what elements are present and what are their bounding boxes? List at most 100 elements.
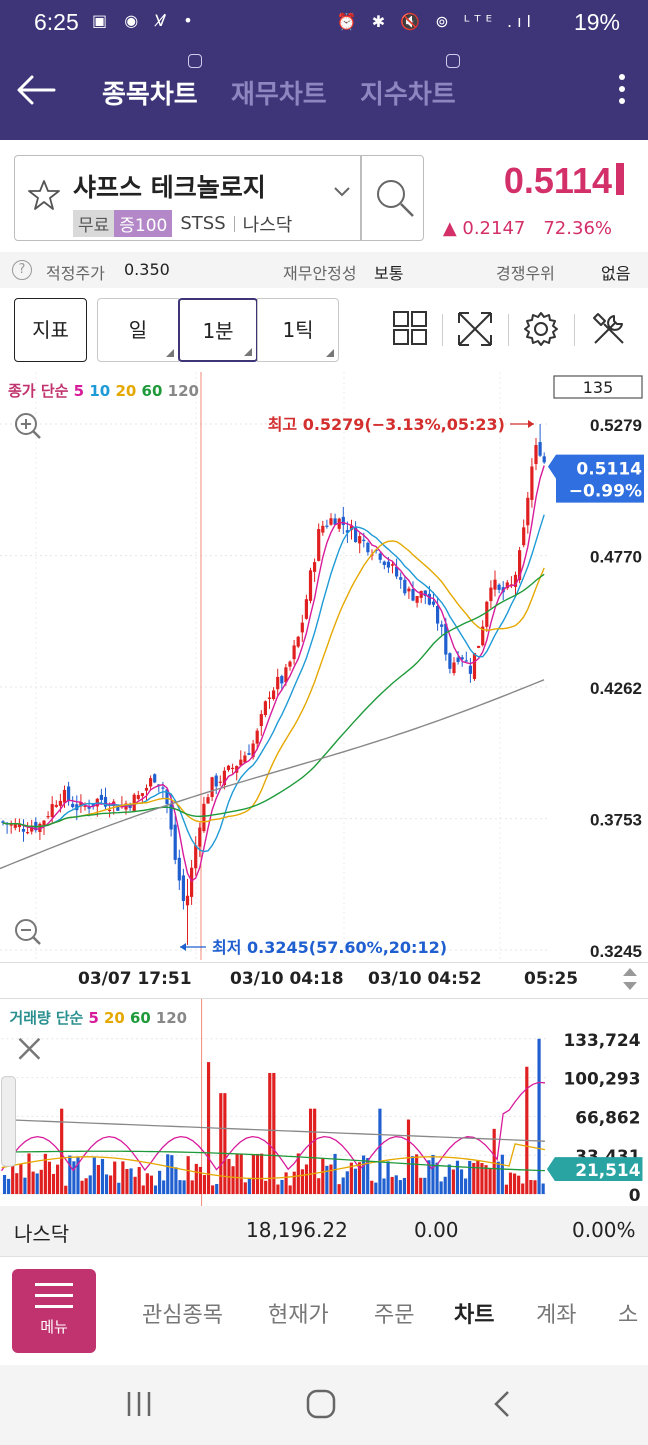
scroll-updown-icon[interactable] <box>620 965 640 993</box>
settings-gear-icon[interactable] <box>522 310 560 348</box>
volume-bar <box>435 1162 439 1195</box>
candle <box>472 652 477 681</box>
nav-account[interactable]: 계좌 <box>536 1303 577 1328</box>
volume-bar <box>268 1072 272 1195</box>
volume-bar <box>260 1153 264 1195</box>
nav-quote[interactable]: 현재가 <box>268 1303 329 1328</box>
panel-drag-handle[interactable] <box>1 1076 16 1167</box>
volume-bar <box>398 1180 402 1195</box>
tab-stock-chart[interactable]: 종목차트 <box>102 54 202 111</box>
volume-bar <box>55 1164 60 1195</box>
candle <box>308 567 313 604</box>
current-volume-tag <box>546 1157 643 1182</box>
candle <box>534 437 538 471</box>
tab-label: 재무차트 <box>231 79 327 109</box>
bottom-navigation: 메뉴 관심종목 현재가 주문 차트 계좌 소 <box>0 1256 648 1364</box>
volume-bar <box>64 1185 68 1195</box>
tab-index-chart[interactable]: 지수차트 <box>360 54 460 111</box>
tools-icon[interactable] <box>590 310 628 348</box>
more-options-icon[interactable] <box>612 70 632 110</box>
volume-bar <box>121 1161 125 1195</box>
volume-bar <box>386 1161 390 1195</box>
candle <box>477 645 481 649</box>
candle <box>34 817 38 833</box>
tab-label: 지수차트 <box>360 79 456 109</box>
volume-bar <box>349 1162 353 1195</box>
status-bar: 6:25 ▣ ◉ V̸ • ⏰ ✱ 🔇 ⊚ ᴸᵀᴱ .ıl 19% <box>0 0 648 46</box>
candle <box>530 458 534 508</box>
period-minute-button[interactable]: 1분 <box>178 298 258 362</box>
help-icon[interactable]: ? <box>12 260 32 280</box>
candle <box>267 691 272 709</box>
recent-apps-icon[interactable] <box>124 1389 154 1419</box>
volume-bar <box>276 1184 280 1195</box>
tab-financial-chart[interactable]: 재무차트 <box>231 74 327 111</box>
volume-bar <box>153 1185 158 1195</box>
indicator-button[interactable]: 지표 <box>14 298 87 362</box>
candle <box>54 800 58 808</box>
volume-bar <box>447 1164 451 1195</box>
volume-bar <box>76 1156 80 1195</box>
candle <box>317 523 321 562</box>
star-icon[interactable] <box>27 178 61 212</box>
volume-bar <box>211 1185 215 1195</box>
status-time: 6:25 <box>34 9 79 35</box>
fair-price-value: 0.350 <box>124 260 170 279</box>
volume-bar <box>313 1108 317 1195</box>
volume-bar <box>178 1180 182 1195</box>
volume-bar <box>235 1154 239 1195</box>
volume-bar <box>186 1156 190 1195</box>
candle <box>395 558 399 580</box>
volume-bar <box>423 1177 427 1195</box>
change-percent: 72.36% <box>543 218 612 239</box>
volume-bar <box>243 1182 247 1195</box>
low-annotation: 최저 0.3245(57.60%,20:12) <box>212 938 447 957</box>
volume-bar <box>223 1093 227 1195</box>
candle <box>296 635 300 649</box>
candle <box>218 775 222 787</box>
home-icon[interactable] <box>304 1387 338 1421</box>
candle <box>185 878 190 945</box>
zoom-in-icon[interactable] <box>15 413 41 439</box>
layout-grid-icon[interactable] <box>392 310 428 346</box>
nav-chart[interactable]: 차트 <box>454 1303 495 1328</box>
price-indicator-bar <box>616 163 624 195</box>
candle <box>292 639 296 665</box>
candle <box>407 586 411 599</box>
stock-selector[interactable]: 샤프스 테크놀로지 무료 증100 STSS 나스닥 <box>14 155 424 241</box>
back-nav-icon[interactable] <box>490 1389 514 1419</box>
nav-order[interactable]: 주문 <box>374 1303 415 1328</box>
volume-bar <box>88 1175 92 1195</box>
close-icon[interactable] <box>18 1037 41 1060</box>
expand-icon[interactable] <box>456 310 494 348</box>
back-arrow-icon[interactable] <box>16 72 56 108</box>
candle <box>103 787 108 810</box>
volume-bar <box>174 1167 178 1195</box>
candle <box>177 849 181 890</box>
volume-bar <box>219 1093 223 1195</box>
volume-bar <box>329 1164 333 1195</box>
period-day-button[interactable]: 일 <box>97 298 179 362</box>
nav-watchlist[interactable]: 관심종목 <box>142 1303 223 1328</box>
stock-tags: 무료 증100 STSS 나스닥 <box>73 210 292 237</box>
zoom-out-icon[interactable] <box>15 919 41 945</box>
volume-bar <box>288 1185 292 1195</box>
search-icon[interactable] <box>373 176 417 220</box>
candle <box>382 560 386 570</box>
nav-more[interactable]: 소 <box>618 1303 639 1328</box>
candle <box>526 491 530 534</box>
candle <box>452 657 456 676</box>
period-tick-label: 1틱 <box>282 318 314 342</box>
volume-bar <box>443 1176 447 1195</box>
period-tick-button[interactable]: 1틱 <box>257 298 339 362</box>
volume-bar <box>113 1161 117 1195</box>
index-ticker-bar[interactable]: 나스닥 18,196.22 0.00 0.00% <box>0 1206 648 1256</box>
menu-button[interactable]: 메뉴 <box>12 1269 96 1353</box>
price-chart[interactable]: 0.5279 0.4770 0.4262 0.3753 0.3245 종가 단순 5 10… <box>0 372 648 960</box>
chevron-down-icon[interactable] <box>333 186 351 198</box>
volume-bar <box>100 1158 105 1195</box>
tab-badge-icon <box>187 54 202 68</box>
candle-count-box[interactable] <box>553 375 643 399</box>
candle <box>190 859 194 905</box>
